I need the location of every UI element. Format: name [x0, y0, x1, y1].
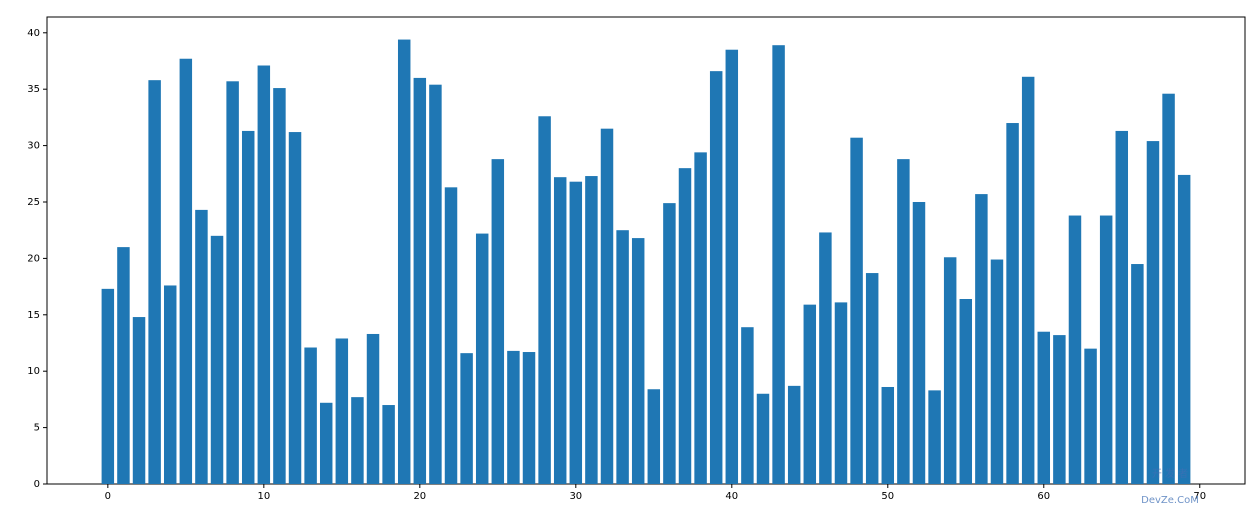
- bar: [366, 333, 380, 484]
- bar: [912, 201, 926, 484]
- bar: [1131, 264, 1144, 484]
- bar: [101, 288, 115, 484]
- y-tick-label: 15: [27, 310, 40, 321]
- bar: [881, 386, 895, 484]
- bar: [538, 116, 551, 485]
- bar: [413, 77, 427, 485]
- x-tick-label: 0: [105, 491, 111, 502]
- bar: [709, 71, 723, 484]
- bar: [990, 259, 1004, 484]
- y-tick-label: 40: [27, 28, 40, 39]
- bar: [382, 405, 395, 484]
- bar: [429, 84, 442, 485]
- bar: [148, 80, 161, 485]
- bar: [725, 49, 739, 485]
- y-tick-label: 25: [27, 197, 40, 208]
- y-tick-label: 5: [34, 423, 40, 434]
- bar: [1021, 76, 1035, 484]
- watermark: 开 发 者: [1152, 467, 1188, 480]
- bar: [319, 402, 333, 484]
- bar: [787, 385, 801, 484]
- bar: [1162, 93, 1175, 484]
- bar: [288, 132, 302, 484]
- bar: [631, 238, 645, 484]
- watermark: DevZe.CoM: [1141, 495, 1199, 506]
- bar: [210, 235, 224, 484]
- bar: [226, 81, 239, 484]
- bar: [585, 176, 598, 484]
- bar: [756, 393, 770, 484]
- bar: [1006, 123, 1019, 484]
- bar: [1068, 215, 1082, 484]
- bar: [1084, 348, 1097, 484]
- bar: [1177, 174, 1191, 484]
- x-tick-label: 10: [257, 491, 270, 502]
- bar: [897, 159, 910, 484]
- bar: [195, 209, 208, 485]
- bar: [1115, 130, 1129, 485]
- bar: [553, 177, 567, 484]
- bar: [959, 299, 973, 484]
- bar: [460, 353, 473, 484]
- x-tick-label: 70: [1193, 491, 1206, 502]
- bar: [1053, 335, 1066, 484]
- bar: [865, 273, 879, 484]
- y-tick-label: 30: [27, 141, 40, 152]
- bar: [117, 247, 130, 484]
- bar: [772, 45, 785, 485]
- bar: [569, 181, 583, 484]
- bar: [678, 168, 692, 484]
- x-tick-label: 40: [725, 491, 738, 502]
- bar: [1146, 141, 1160, 484]
- y-tick-label: 10: [27, 366, 40, 377]
- bar: [507, 350, 520, 484]
- bar: [663, 203, 676, 485]
- x-tick-label: 30: [569, 491, 582, 502]
- bar: [1037, 331, 1051, 484]
- bar: [819, 232, 832, 484]
- bar: [257, 65, 271, 485]
- bar: [397, 39, 411, 484]
- bar: [928, 390, 941, 484]
- bar: [975, 194, 988, 484]
- x-tick-label: 20: [413, 491, 426, 502]
- y-tick-label: 35: [27, 84, 40, 95]
- y-tick-label: 0: [34, 479, 40, 490]
- bar: [304, 347, 317, 484]
- bar: [522, 352, 536, 484]
- bar: [475, 233, 489, 484]
- bar: [179, 58, 193, 484]
- bar: [132, 317, 146, 484]
- bar: [273, 88, 286, 484]
- bar: [491, 159, 505, 484]
- bar: [1099, 215, 1113, 484]
- bar: [943, 257, 957, 484]
- bar: [444, 187, 458, 484]
- bar: [834, 302, 848, 484]
- plot-frame: [46, 16, 1246, 485]
- bar: [163, 285, 177, 484]
- bar: [741, 327, 754, 484]
- bar: [241, 130, 255, 485]
- bar: [850, 137, 863, 485]
- y-tick-label: 20: [27, 253, 40, 264]
- bar: [335, 338, 349, 484]
- x-tick-label: 60: [1037, 491, 1050, 502]
- bar: [351, 397, 364, 484]
- x-tick-label: 50: [881, 491, 894, 502]
- bar: [600, 128, 614, 484]
- bar: [647, 389, 661, 484]
- bar: [616, 230, 629, 484]
- bar: [803, 304, 817, 484]
- bar: [694, 152, 707, 485]
